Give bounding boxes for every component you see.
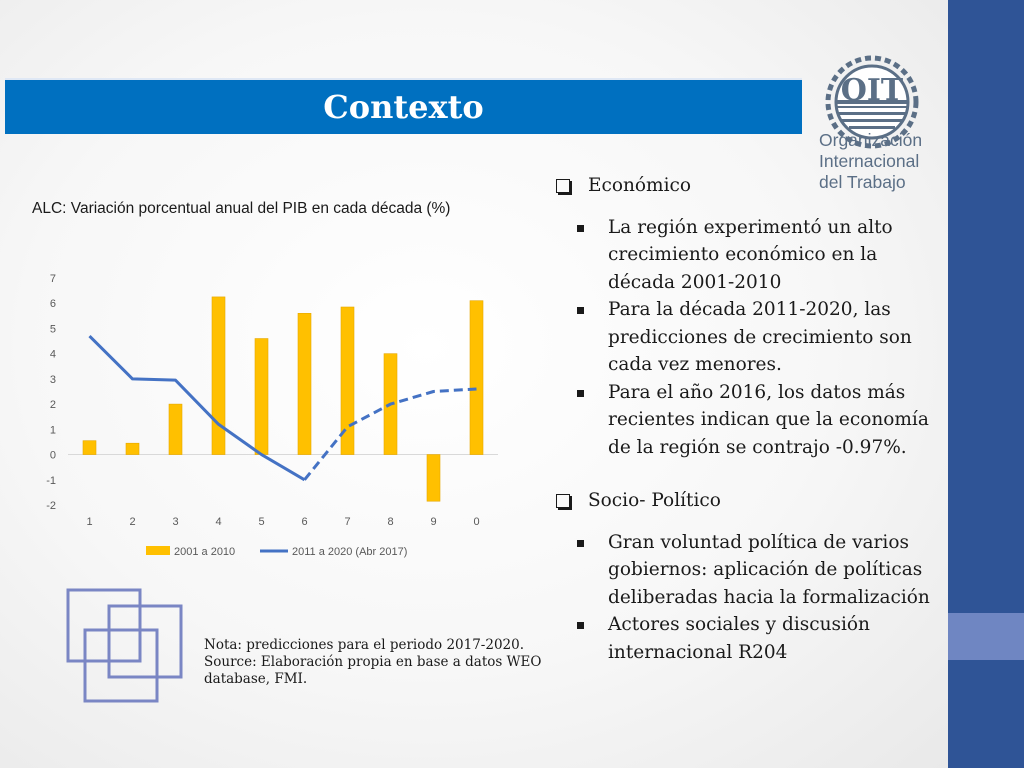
bullet-item: La región experimentó un alto crecimient… [552,214,937,297]
logo-line: Organización [819,130,923,150]
checkbox-icon [556,494,570,508]
bar [82,440,97,455]
bullet-text: La región experimentó un alto crecimient… [608,216,893,293]
y-tick-label: 0 [50,450,56,462]
bar [297,313,312,455]
x-tick-label: 8 [387,516,393,528]
bar [469,300,484,455]
y-tick-label: -1 [46,475,56,487]
y-tick-label: 6 [50,298,56,310]
x-tick-label: 6 [301,516,307,528]
logo-acronym: OIT [841,73,904,108]
slide-title: Contexto [323,88,484,126]
bullet-item: Gran voluntad política de varios gobiern… [552,529,937,612]
bar [125,442,140,455]
y-tick-label: 1 [50,424,56,436]
logo-line: del Trabajo [819,172,906,192]
bar [168,403,183,455]
bullet-item: Para la década 2011-2020, las prediccion… [552,296,937,379]
x-tick-label: 2 [129,516,135,528]
legend-label: 2011 a 2020 (Abr 2017) [292,546,407,558]
bullet-text: Para el año 2016, los datos más reciente… [608,381,929,458]
y-tick-label: -2 [46,500,56,512]
y-tick-label: 4 [50,349,56,361]
section-heading-label: Económico [588,175,692,196]
line-series-solid [88,334,306,482]
section-heading-economico: Económico [552,172,937,200]
note-line: Nota: predicciones para el periodo 2017-… [204,637,525,653]
bullet-text: Gran voluntad política de varios gobiern… [608,531,930,608]
section-heading-label: Socio- Político [588,490,721,511]
title-bar: Contexto [5,78,802,134]
legend-swatch-bar [146,546,170,555]
logo-name: Organización Internacional del Trabajo [819,130,947,193]
logo-line: Internacional [819,151,920,171]
chart-title: ALC: Variación porcentual anual del PIB … [32,200,451,217]
x-tick-label: 5 [258,516,264,528]
square-bullet-icon [577,224,584,232]
oit-cog-icon [825,55,919,149]
bullet-item: Actores sociales y discusión internacion… [552,611,937,666]
bar [211,296,226,455]
x-tick-label: 9 [430,516,436,528]
x-tick-label: 4 [215,516,221,528]
chart-note: Nota: predicciones para el periodo 2017-… [204,637,564,688]
y-tick-label: 7 [50,273,56,285]
note-line: database, FMI. [204,671,308,687]
square-bullet-icon [577,307,584,314]
y-tick-label: 3 [50,374,56,386]
right-accent-band-highlight [948,613,1024,660]
square-bullet-icon [577,539,584,547]
x-tick-label: 3 [172,516,178,528]
bullet-text: Para la década 2011-2020, las prediccion… [608,299,912,375]
bar [340,306,355,455]
x-tick-label: 1 [86,516,92,528]
x-tick-label: 0 [473,516,479,528]
square-bullet-icon [577,389,584,397]
section-heading-socio-politico: Socio- Político [552,487,937,515]
gdp-chart: 7 6 5 4 3 2 1 0 -1 -2 1 2 3 4 5 6 7 8 9 0 2001 a 2010 2011 a … [46,273,498,558]
line-series-dashed [303,387,477,481]
y-tick-label: 5 [50,323,56,335]
legend-label: 2001 a 2010 [174,546,235,558]
y-tick-label: 2 [50,399,56,411]
bar [426,454,441,502]
bar [254,338,269,455]
note-line: Source: Elaboración propia en base a dat… [204,654,542,670]
bullet-panel: Económico La región experimentó un alto … [552,172,937,666]
x-tick-label: 7 [344,516,350,528]
square-bullet-icon [577,622,584,629]
checkbox-icon [556,179,570,193]
bullet-item: Para el año 2016, los datos más reciente… [552,379,937,462]
oit-logo: OIT [825,55,919,149]
bullet-text: Actores sociales y discusión internacion… [608,614,870,663]
decorative-squares [66,588,183,703]
